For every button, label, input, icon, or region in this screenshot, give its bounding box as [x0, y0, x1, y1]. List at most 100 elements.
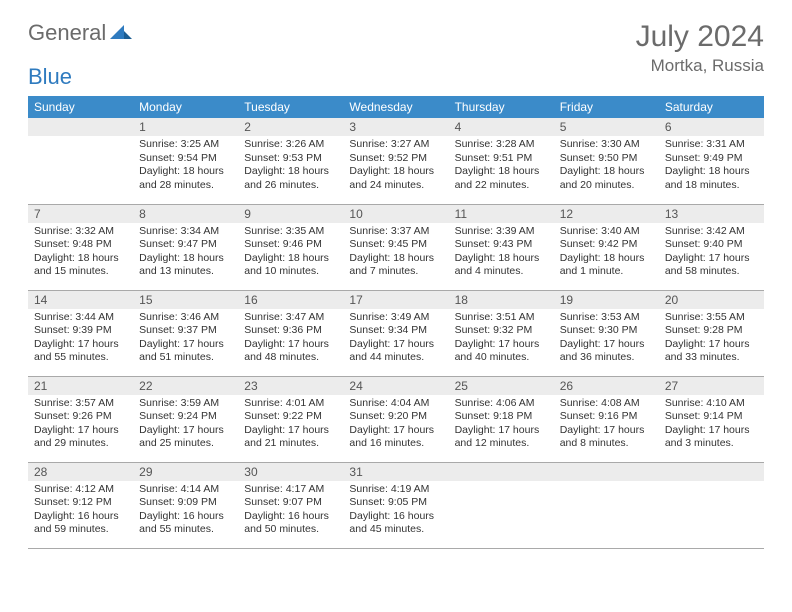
sunset-text: Sunset: 9:20 PM: [349, 410, 442, 424]
day-number-empty: [554, 463, 659, 481]
daylight-text: Daylight: 17 hours and 21 minutes.: [244, 424, 337, 451]
sunset-text: Sunset: 9:54 PM: [139, 152, 232, 166]
daylight-text: Daylight: 16 hours and 55 minutes.: [139, 510, 232, 537]
daylight-text: Daylight: 18 hours and 4 minutes.: [455, 252, 548, 279]
sunrise-text: Sunrise: 3:40 AM: [560, 225, 653, 239]
calendar-cell: 5Sunrise: 3:30 AMSunset: 9:50 PMDaylight…: [554, 118, 659, 204]
day-details: Sunrise: 3:39 AMSunset: 9:43 PMDaylight:…: [449, 223, 554, 284]
day-number: 22: [133, 377, 238, 395]
calendar-cell: 16Sunrise: 3:47 AMSunset: 9:36 PMDayligh…: [238, 290, 343, 376]
sunrise-text: Sunrise: 3:30 AM: [560, 138, 653, 152]
day-number: 20: [659, 291, 764, 309]
day-number: 13: [659, 205, 764, 223]
day-details: Sunrise: 4:01 AMSunset: 9:22 PMDaylight:…: [238, 395, 343, 456]
daylight-text: Daylight: 18 hours and 7 minutes.: [349, 252, 442, 279]
sunrise-text: Sunrise: 3:31 AM: [665, 138, 758, 152]
daylight-text: Daylight: 16 hours and 50 minutes.: [244, 510, 337, 537]
calendar-cell: 23Sunrise: 4:01 AMSunset: 9:22 PMDayligh…: [238, 376, 343, 462]
day-number: 5: [554, 118, 659, 136]
daylight-text: Daylight: 17 hours and 3 minutes.: [665, 424, 758, 451]
calendar-cell: [28, 118, 133, 204]
calendar-cell: 9Sunrise: 3:35 AMSunset: 9:46 PMDaylight…: [238, 204, 343, 290]
sunrise-text: Sunrise: 3:34 AM: [139, 225, 232, 239]
sunrise-text: Sunrise: 4:17 AM: [244, 483, 337, 497]
day-details: Sunrise: 3:26 AMSunset: 9:53 PMDaylight:…: [238, 136, 343, 197]
sunset-text: Sunset: 9:30 PM: [560, 324, 653, 338]
logo-text-general: General: [28, 20, 106, 46]
day-number: 15: [133, 291, 238, 309]
sunset-text: Sunset: 9:26 PM: [34, 410, 127, 424]
calendar-row: 14Sunrise: 3:44 AMSunset: 9:39 PMDayligh…: [28, 290, 764, 376]
day-details: Sunrise: 3:27 AMSunset: 9:52 PMDaylight:…: [343, 136, 448, 197]
sunrise-text: Sunrise: 3:49 AM: [349, 311, 442, 325]
day-details: Sunrise: 4:14 AMSunset: 9:09 PMDaylight:…: [133, 481, 238, 542]
weekday-header: Monday: [133, 96, 238, 118]
sunrise-text: Sunrise: 4:14 AM: [139, 483, 232, 497]
weekday-header: Tuesday: [238, 96, 343, 118]
sunset-text: Sunset: 9:14 PM: [665, 410, 758, 424]
daylight-text: Daylight: 17 hours and 29 minutes.: [34, 424, 127, 451]
weekday-header: Wednesday: [343, 96, 448, 118]
daylight-text: Daylight: 18 hours and 24 minutes.: [349, 165, 442, 192]
daylight-text: Daylight: 17 hours and 51 minutes.: [139, 338, 232, 365]
logo: General: [28, 20, 134, 46]
calendar-cell: 12Sunrise: 3:40 AMSunset: 9:42 PMDayligh…: [554, 204, 659, 290]
day-details: Sunrise: 4:19 AMSunset: 9:05 PMDaylight:…: [343, 481, 448, 542]
day-number: 1: [133, 118, 238, 136]
sunset-text: Sunset: 9:24 PM: [139, 410, 232, 424]
title-block: July 2024 Mortka, Russia: [636, 20, 764, 76]
sunrise-text: Sunrise: 3:57 AM: [34, 397, 127, 411]
day-number: 31: [343, 463, 448, 481]
calendar-cell: 25Sunrise: 4:06 AMSunset: 9:18 PMDayligh…: [449, 376, 554, 462]
day-number: 25: [449, 377, 554, 395]
calendar-cell: 15Sunrise: 3:46 AMSunset: 9:37 PMDayligh…: [133, 290, 238, 376]
sunrise-text: Sunrise: 3:55 AM: [665, 311, 758, 325]
sunset-text: Sunset: 9:42 PM: [560, 238, 653, 252]
calendar-cell: 4Sunrise: 3:28 AMSunset: 9:51 PMDaylight…: [449, 118, 554, 204]
calendar-cell: [554, 462, 659, 548]
calendar-row: 7Sunrise: 3:32 AMSunset: 9:48 PMDaylight…: [28, 204, 764, 290]
daylight-text: Daylight: 17 hours and 8 minutes.: [560, 424, 653, 451]
day-details: Sunrise: 3:31 AMSunset: 9:49 PMDaylight:…: [659, 136, 764, 197]
day-number: 7: [28, 205, 133, 223]
sunrise-text: Sunrise: 4:08 AM: [560, 397, 653, 411]
sunrise-text: Sunrise: 3:44 AM: [34, 311, 127, 325]
calendar-cell: 31Sunrise: 4:19 AMSunset: 9:05 PMDayligh…: [343, 462, 448, 548]
daylight-text: Daylight: 18 hours and 13 minutes.: [139, 252, 232, 279]
calendar-cell: 11Sunrise: 3:39 AMSunset: 9:43 PMDayligh…: [449, 204, 554, 290]
weekday-header: Saturday: [659, 96, 764, 118]
day-details: Sunrise: 4:08 AMSunset: 9:16 PMDaylight:…: [554, 395, 659, 456]
daylight-text: Daylight: 17 hours and 55 minutes.: [34, 338, 127, 365]
sunrise-text: Sunrise: 3:27 AM: [349, 138, 442, 152]
daylight-text: Daylight: 16 hours and 45 minutes.: [349, 510, 442, 537]
calendar-cell: 30Sunrise: 4:17 AMSunset: 9:07 PMDayligh…: [238, 462, 343, 548]
day-number: 18: [449, 291, 554, 309]
sunrise-text: Sunrise: 3:37 AM: [349, 225, 442, 239]
daylight-text: Daylight: 18 hours and 22 minutes.: [455, 165, 548, 192]
day-number-empty: [659, 463, 764, 481]
daylight-text: Daylight: 17 hours and 33 minutes.: [665, 338, 758, 365]
sunset-text: Sunset: 9:16 PM: [560, 410, 653, 424]
daylight-text: Daylight: 18 hours and 15 minutes.: [34, 252, 127, 279]
daylight-text: Daylight: 18 hours and 10 minutes.: [244, 252, 337, 279]
calendar-table: Sunday Monday Tuesday Wednesday Thursday…: [28, 96, 764, 549]
sunset-text: Sunset: 9:18 PM: [455, 410, 548, 424]
sunrise-text: Sunrise: 3:26 AM: [244, 138, 337, 152]
calendar-cell: 7Sunrise: 3:32 AMSunset: 9:48 PMDaylight…: [28, 204, 133, 290]
day-details: Sunrise: 3:59 AMSunset: 9:24 PMDaylight:…: [133, 395, 238, 456]
sunrise-text: Sunrise: 3:25 AM: [139, 138, 232, 152]
day-details: Sunrise: 3:57 AMSunset: 9:26 PMDaylight:…: [28, 395, 133, 456]
calendar-cell: 28Sunrise: 4:12 AMSunset: 9:12 PMDayligh…: [28, 462, 133, 548]
sunrise-text: Sunrise: 3:42 AM: [665, 225, 758, 239]
sunset-text: Sunset: 9:50 PM: [560, 152, 653, 166]
sunset-text: Sunset: 9:47 PM: [139, 238, 232, 252]
sunrise-text: Sunrise: 3:39 AM: [455, 225, 548, 239]
sunset-text: Sunset: 9:39 PM: [34, 324, 127, 338]
sunset-text: Sunset: 9:07 PM: [244, 496, 337, 510]
sunrise-text: Sunrise: 3:59 AM: [139, 397, 232, 411]
daylight-text: Daylight: 18 hours and 28 minutes.: [139, 165, 232, 192]
day-details: Sunrise: 3:34 AMSunset: 9:47 PMDaylight:…: [133, 223, 238, 284]
day-number: 27: [659, 377, 764, 395]
day-number: 23: [238, 377, 343, 395]
sunset-text: Sunset: 9:51 PM: [455, 152, 548, 166]
